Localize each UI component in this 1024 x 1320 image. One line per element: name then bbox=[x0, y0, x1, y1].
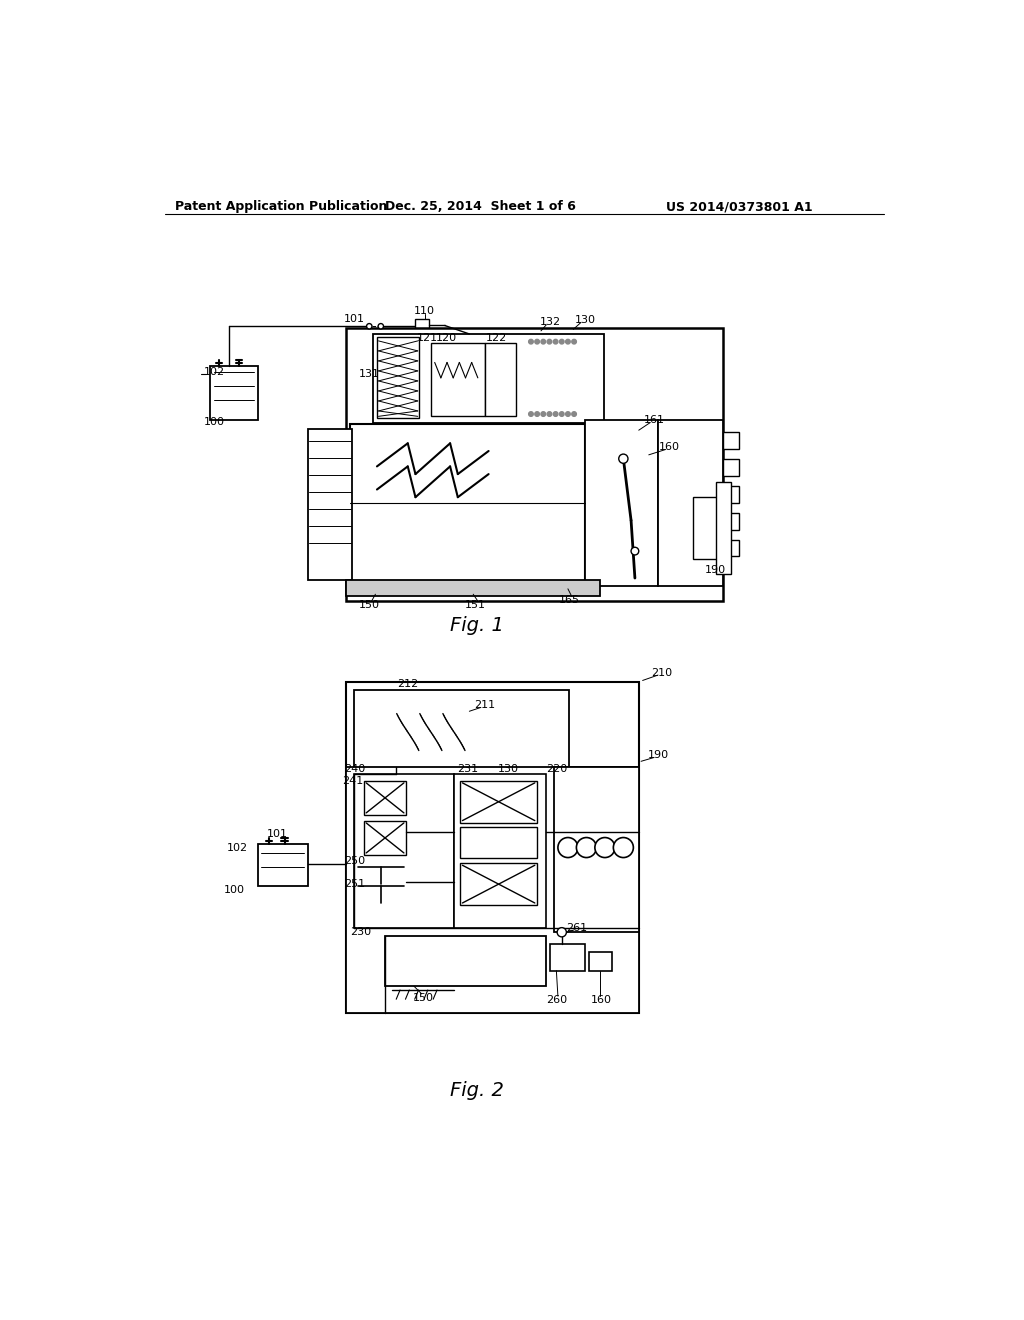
Circle shape bbox=[547, 339, 552, 345]
Text: 100: 100 bbox=[204, 417, 224, 426]
Bar bbox=[460, 780, 538, 822]
Text: 190: 190 bbox=[647, 750, 669, 760]
Text: 121: 121 bbox=[417, 333, 437, 343]
Circle shape bbox=[595, 838, 614, 858]
Bar bbox=[724, 486, 739, 503]
Text: 101: 101 bbox=[266, 829, 288, 838]
Circle shape bbox=[559, 412, 564, 416]
Circle shape bbox=[541, 339, 546, 345]
Text: 211: 211 bbox=[474, 700, 496, 710]
Text: 102: 102 bbox=[227, 842, 249, 853]
Bar bbox=[416, 318, 429, 333]
Text: 251: 251 bbox=[345, 879, 366, 888]
Bar bbox=[550, 944, 585, 970]
Bar bbox=[364, 821, 407, 855]
Bar bbox=[354, 689, 569, 775]
Bar bbox=[350, 424, 585, 582]
Circle shape bbox=[553, 412, 558, 416]
Bar bbox=[346, 581, 600, 595]
Text: 120: 120 bbox=[435, 333, 457, 343]
Bar bbox=[692, 498, 720, 558]
Circle shape bbox=[559, 339, 564, 345]
Circle shape bbox=[613, 838, 634, 858]
Bar bbox=[724, 540, 739, 557]
Text: Dec. 25, 2014  Sheet 1 of 6: Dec. 25, 2014 Sheet 1 of 6 bbox=[385, 201, 577, 214]
Bar bbox=[346, 682, 639, 1014]
Text: 240: 240 bbox=[345, 764, 366, 774]
Bar bbox=[307, 429, 352, 579]
Circle shape bbox=[547, 412, 552, 416]
Bar bbox=[431, 343, 484, 416]
Text: 160: 160 bbox=[591, 995, 612, 1005]
Bar bbox=[724, 512, 739, 529]
Text: 150: 150 bbox=[358, 601, 380, 610]
Text: 250: 250 bbox=[345, 855, 366, 866]
Bar bbox=[346, 327, 724, 601]
Circle shape bbox=[535, 339, 540, 345]
Text: 130: 130 bbox=[498, 764, 518, 774]
Circle shape bbox=[631, 548, 639, 554]
Circle shape bbox=[367, 323, 372, 329]
Text: 131: 131 bbox=[358, 370, 380, 379]
Text: 190: 190 bbox=[706, 565, 726, 576]
Text: 261: 261 bbox=[566, 924, 588, 933]
Text: 260: 260 bbox=[546, 995, 567, 1005]
Text: 210: 210 bbox=[651, 668, 673, 677]
Circle shape bbox=[378, 323, 384, 329]
Text: Patent Application Publication: Patent Application Publication bbox=[174, 201, 387, 214]
Circle shape bbox=[571, 339, 577, 345]
Text: 161: 161 bbox=[644, 416, 665, 425]
Text: 150: 150 bbox=[413, 993, 433, 1003]
Text: 101: 101 bbox=[343, 314, 365, 325]
Bar bbox=[716, 482, 731, 574]
Text: Fig. 2: Fig. 2 bbox=[451, 1081, 504, 1100]
Bar bbox=[364, 780, 407, 816]
Circle shape bbox=[535, 412, 540, 416]
Bar bbox=[658, 420, 724, 586]
Bar bbox=[385, 936, 547, 986]
Text: 212: 212 bbox=[397, 678, 419, 689]
Text: US 2014/0373801 A1: US 2014/0373801 A1 bbox=[666, 201, 812, 214]
Text: 130: 130 bbox=[574, 315, 595, 325]
Bar bbox=[258, 843, 307, 886]
Text: 230: 230 bbox=[350, 927, 371, 937]
Text: 110: 110 bbox=[414, 306, 435, 315]
Circle shape bbox=[528, 339, 534, 345]
Text: 151: 151 bbox=[465, 601, 486, 610]
Circle shape bbox=[618, 454, 628, 463]
Circle shape bbox=[565, 412, 570, 416]
Text: 165: 165 bbox=[559, 594, 580, 605]
Circle shape bbox=[571, 412, 577, 416]
Bar bbox=[484, 343, 515, 416]
Circle shape bbox=[565, 339, 570, 345]
Bar bbox=[454, 775, 547, 928]
Bar bbox=[724, 459, 739, 475]
Text: 231: 231 bbox=[457, 764, 478, 774]
Circle shape bbox=[541, 412, 546, 416]
Bar bbox=[554, 767, 639, 932]
Bar bbox=[460, 863, 538, 906]
Bar bbox=[210, 367, 258, 420]
Bar bbox=[585, 420, 658, 586]
Text: 241: 241 bbox=[342, 776, 364, 785]
Text: Fig. 1: Fig. 1 bbox=[451, 616, 504, 635]
Bar bbox=[589, 952, 611, 970]
Circle shape bbox=[557, 928, 566, 937]
Text: 220: 220 bbox=[547, 764, 567, 774]
Bar bbox=[460, 826, 538, 858]
Text: 122: 122 bbox=[485, 333, 507, 343]
Circle shape bbox=[528, 412, 534, 416]
Text: 160: 160 bbox=[659, 442, 680, 453]
Circle shape bbox=[558, 838, 578, 858]
Circle shape bbox=[553, 339, 558, 345]
Text: 100: 100 bbox=[223, 884, 245, 895]
Text: 132: 132 bbox=[540, 317, 561, 327]
Circle shape bbox=[577, 838, 596, 858]
Bar bbox=[724, 432, 739, 449]
Bar bbox=[377, 337, 419, 418]
Bar bbox=[346, 767, 639, 1014]
Text: 102: 102 bbox=[204, 367, 225, 378]
Bar bbox=[354, 775, 454, 928]
Bar bbox=[373, 334, 604, 422]
